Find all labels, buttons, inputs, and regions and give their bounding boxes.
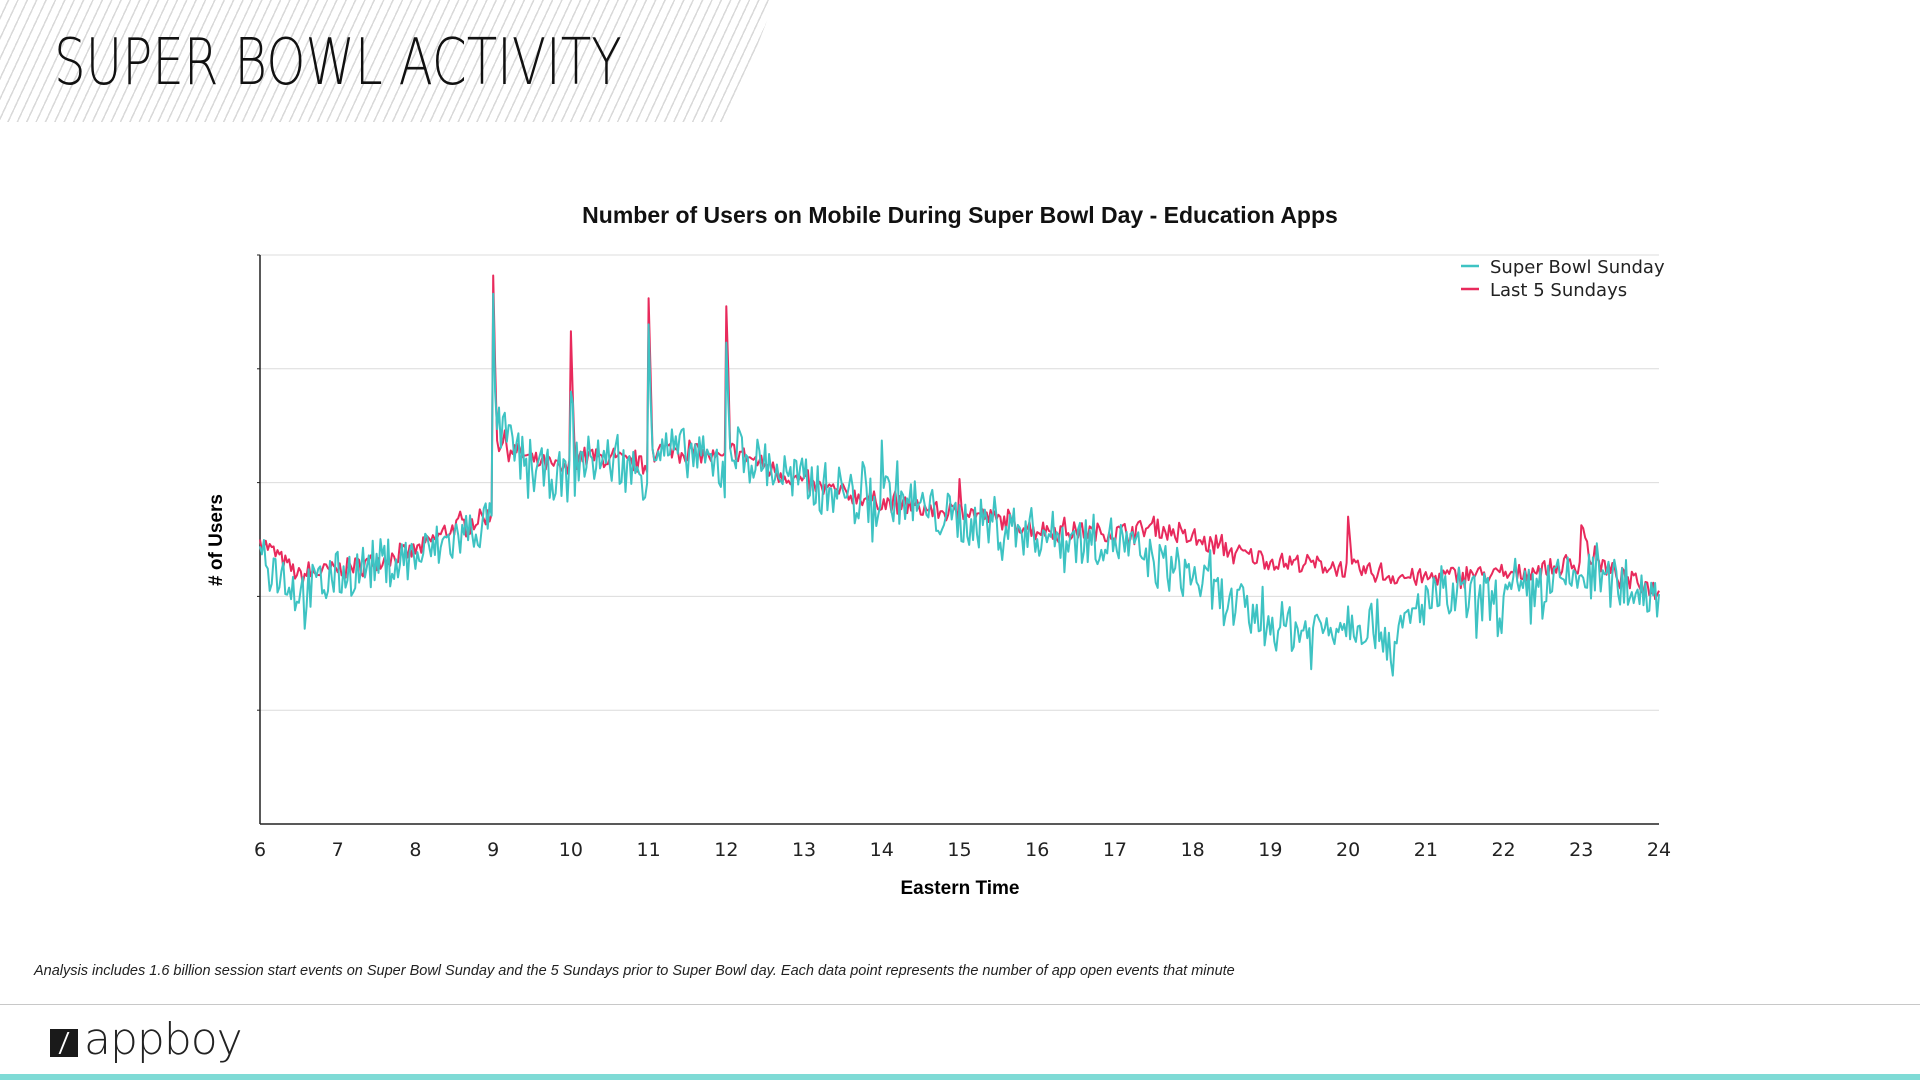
gridlines xyxy=(260,254,1659,711)
chart-title: Number of Users on Mobile During Super B… xyxy=(582,202,1338,228)
x-tick-label: 18 xyxy=(1181,839,1205,861)
x-tick-label: 8 xyxy=(409,839,421,861)
x-tick-label: 6 xyxy=(254,839,266,861)
page-title: SUPER BOWL ACTIVITY xyxy=(54,26,622,100)
appboy-logo-mark-icon xyxy=(50,1029,78,1057)
x-tick-label: 22 xyxy=(1491,839,1515,861)
legend-label-last5: Last 5 Sundays xyxy=(1490,280,1627,301)
x-tick-label: 13 xyxy=(792,839,816,861)
x-tick-label: 24 xyxy=(1647,839,1671,861)
series-line-super-bowl-sunday xyxy=(259,292,1660,677)
footnote: Analysis includes 1.6 billion session st… xyxy=(34,963,1235,979)
line-chart: 6 7 8 9 10 11 12 13 14 15 16 17 18 19 20 21 22 23 24 Easte… xyxy=(206,254,1671,899)
accent-bar xyxy=(0,1074,1920,1080)
x-tick-label: 16 xyxy=(1025,839,1049,861)
x-tick-label: 7 xyxy=(332,839,344,861)
x-tick-label: 12 xyxy=(714,839,738,861)
x-tick-label: 11 xyxy=(637,839,661,861)
appboy-logo-text: appboy xyxy=(84,1014,243,1065)
x-tick-label: 9 xyxy=(487,839,499,861)
x-tick-label: 20 xyxy=(1336,839,1360,861)
x-tick-label: 19 xyxy=(1258,839,1282,861)
x-tick-label: 21 xyxy=(1414,839,1438,861)
footer-divider xyxy=(0,1004,1920,1005)
series-lines xyxy=(259,274,1660,677)
x-tick-labels: 6 7 8 9 10 11 12 13 14 15 16 17 18 19 20 21 22 23 24 xyxy=(254,839,1671,861)
x-axis-label: Eastern Time xyxy=(901,878,1020,899)
y-axis-label: # of Users xyxy=(206,494,227,586)
appboy-logo: appboy xyxy=(50,1014,243,1065)
x-tick-label: 14 xyxy=(870,839,894,861)
legend: Super Bowl Sunday Last 5 Sundays xyxy=(1461,257,1665,301)
x-tick-label: 15 xyxy=(947,839,971,861)
x-tick-label: 17 xyxy=(1103,839,1127,861)
x-tick-label: 10 xyxy=(559,839,583,861)
x-tick-label: 23 xyxy=(1569,839,1593,861)
header-hatch-banner xyxy=(0,0,775,122)
legend-label-super-bowl: Super Bowl Sunday xyxy=(1490,257,1665,278)
series-line-last-5-sundays xyxy=(259,274,1660,601)
